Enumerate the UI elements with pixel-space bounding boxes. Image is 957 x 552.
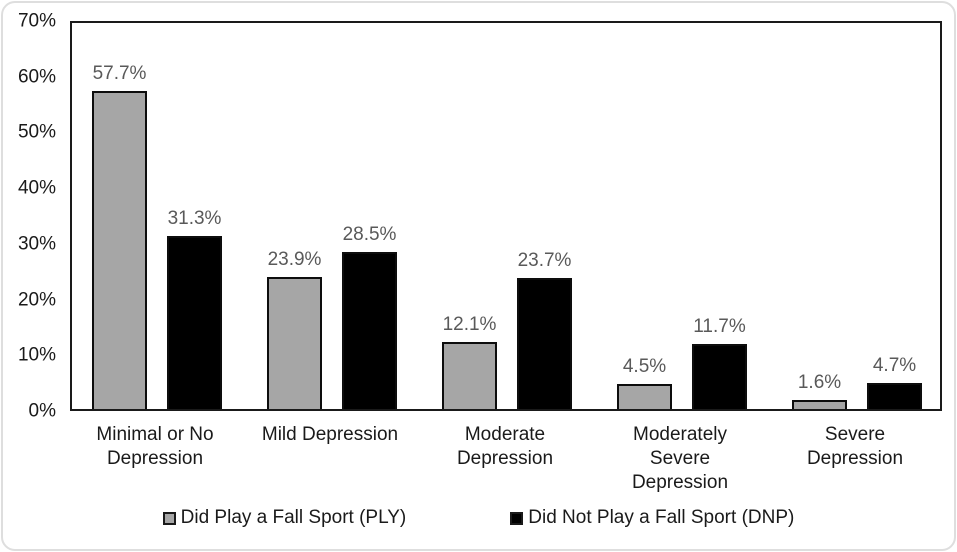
category-label-line: Minimal or No	[96, 424, 214, 445]
value-label: 12.1%	[442, 314, 497, 336]
category-label-line: Depression	[806, 448, 904, 469]
value-label: 28.5%	[342, 223, 397, 245]
bar-group: 23.9% 28.5%	[267, 23, 397, 409]
category-label: Minimal or No Depression	[68, 423, 243, 471]
category-label: Moderately Severe Depression	[593, 423, 768, 495]
y-axis-tick-label: 30%	[17, 233, 56, 255]
y-axis: 0% 10% 20% 30% 40% 50% 60% 70%	[0, 12, 56, 421]
bar-dnp	[167, 236, 222, 409]
category-label-line: Depression	[631, 472, 729, 493]
legend-label: Did Not Play a Fall Sport (DNP)	[528, 507, 795, 528]
legend: Did Play a Fall Sport (PLY) Did Not Play …	[0, 504, 957, 532]
y-axis-tick-label: 70%	[17, 10, 56, 32]
bar-group: 4.5% 11.7%	[617, 23, 747, 409]
category-label: Mild Depression	[243, 423, 418, 447]
legend-label: Did Play a Fall Sport (PLY)	[180, 507, 407, 528]
bar-group: 12.1% 23.7%	[442, 23, 572, 409]
value-label: 4.7%	[872, 355, 917, 377]
legend-item: Did Not Play a Fall Sport (DNP)	[510, 507, 794, 529]
y-axis-tick-label: 20%	[17, 289, 56, 311]
bar-dnp	[692, 344, 747, 409]
value-label: 4.5%	[622, 356, 667, 378]
bar-dnp	[517, 278, 572, 409]
bar-dnp	[867, 383, 922, 409]
bar-ply	[792, 400, 847, 409]
category-label-line: Moderately	[633, 424, 727, 445]
bar-ply	[267, 277, 322, 409]
y-axis-tick-label: 60%	[17, 66, 56, 88]
category-label-line: Moderate	[464, 424, 546, 445]
value-label: 11.7%	[693, 316, 746, 338]
legend-swatch-dnp	[510, 511, 524, 525]
bar-dnp	[342, 251, 397, 409]
category-label-line: Depression	[106, 448, 204, 469]
y-axis-tick-label: 50%	[17, 121, 56, 143]
y-axis-tick-label: 0%	[28, 400, 56, 422]
y-axis-tick-label: 10%	[17, 344, 56, 366]
category-label-line: Severe	[824, 424, 886, 445]
x-axis: Minimal or No Depression Mild Depression Mo…	[70, 423, 942, 503]
value-label: 1.6%	[797, 372, 842, 394]
value-label: 31.3%	[167, 208, 222, 230]
value-label: 57.7%	[92, 62, 147, 84]
legend-swatch-ply	[162, 511, 176, 525]
legend-item: Did Play a Fall Sport (PLY)	[162, 507, 407, 529]
bar-ply	[92, 90, 147, 409]
category-label-line: Severe	[649, 448, 711, 469]
bar-ply	[617, 384, 672, 409]
bar-group: 1.6% 4.7%	[792, 23, 922, 409]
value-label: 23.7%	[517, 250, 572, 272]
plot-area: 57.7% 31.3% 23.9% 28.5% 12.1% 23.7% 4.5% 11.7% 1…	[70, 21, 942, 411]
category-label: Moderate Depression	[418, 423, 593, 471]
bar-group: 57.7% 31.3%	[92, 23, 222, 409]
category-label: Severe Depression	[768, 423, 943, 471]
category-label-line: Mild Depression	[261, 424, 399, 445]
value-label: 23.9%	[267, 249, 322, 271]
bar-ply	[442, 342, 497, 409]
category-label-line: Depression	[456, 448, 554, 469]
y-axis-tick-label: 40%	[17, 177, 56, 199]
